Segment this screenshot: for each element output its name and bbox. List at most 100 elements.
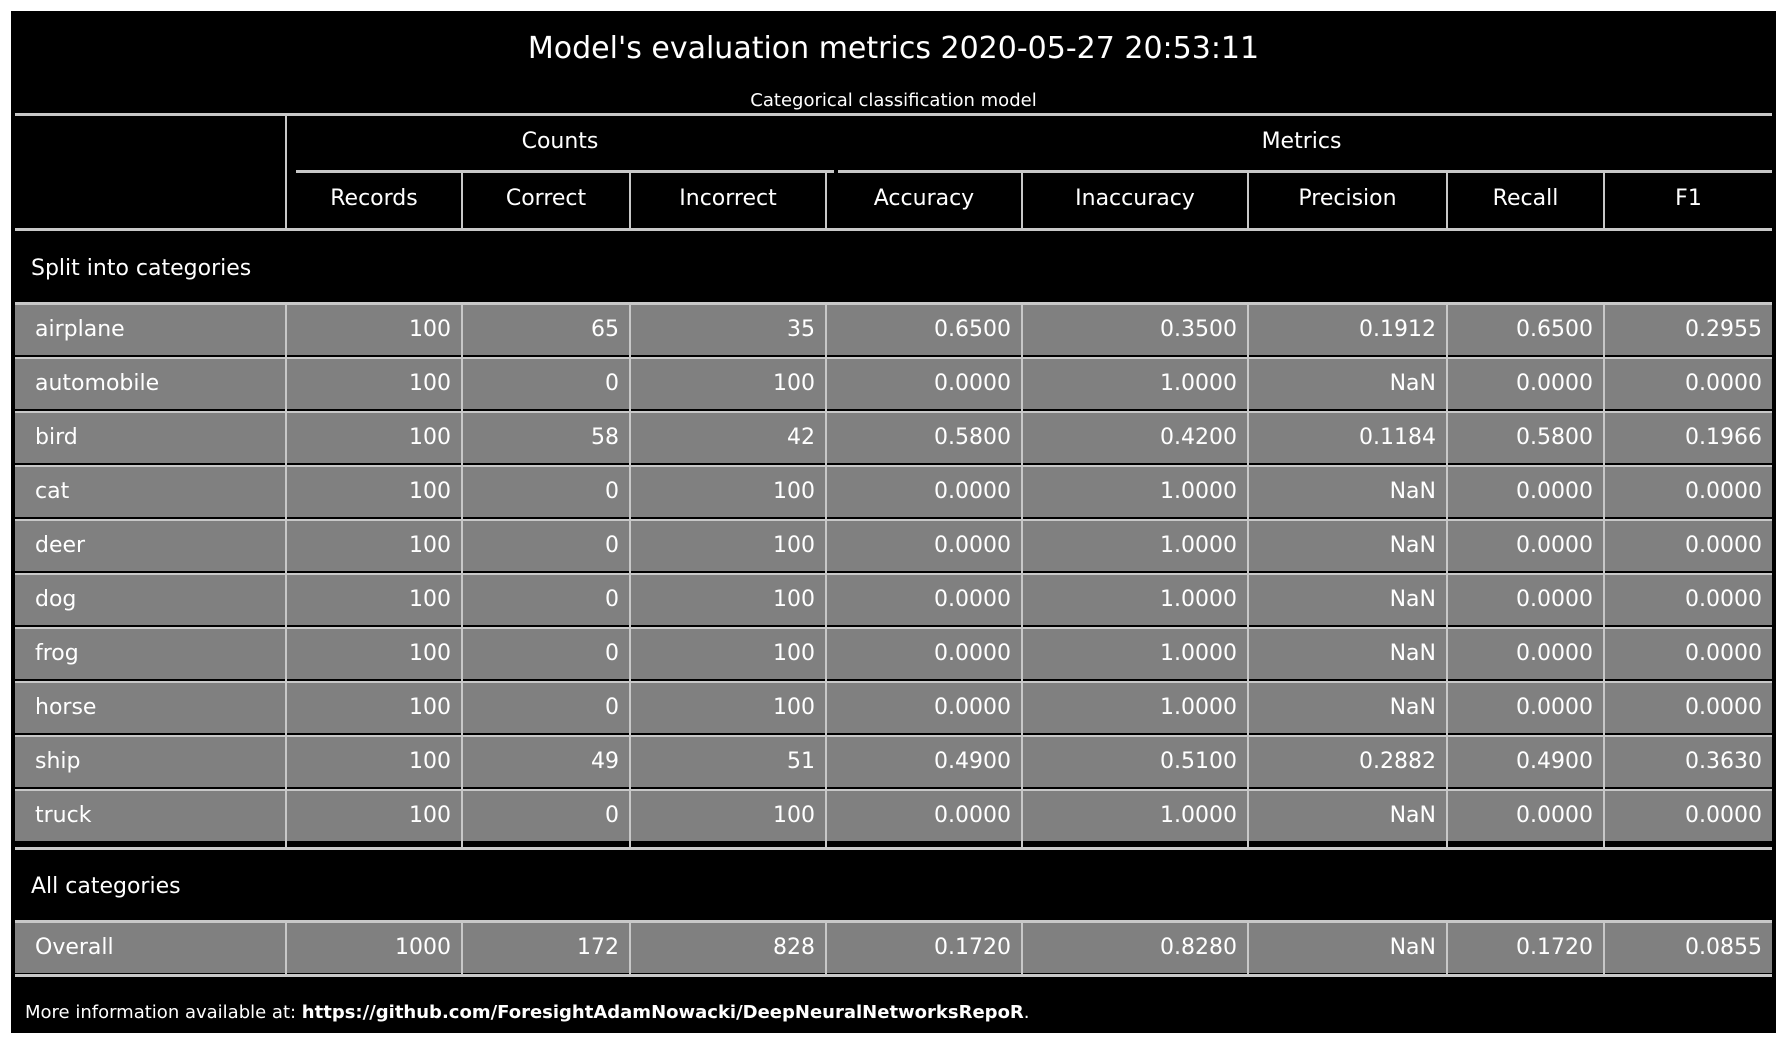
cell-correct: 49	[591, 749, 619, 774]
row-separator	[15, 411, 1772, 413]
report-frame: Model's evaluation metrics 2020-05-27 20…	[11, 11, 1776, 1033]
cell-accuracy: 0.1720	[934, 935, 1011, 960]
header-top-rule	[15, 113, 1772, 116]
cell-precision: NaN	[1389, 695, 1436, 720]
cell-precision: NaN	[1389, 479, 1436, 504]
categories-top-rule	[15, 302, 1772, 305]
cell-f1: 0.0855	[1685, 935, 1762, 960]
column-header-f1: F1	[1675, 186, 1702, 211]
cell-correct: 0	[605, 803, 619, 828]
cell-recall: 0.0000	[1516, 695, 1593, 720]
cell-records: 100	[409, 749, 451, 774]
cell-records: 100	[409, 641, 451, 666]
cell-f1: 0.1966	[1685, 425, 1762, 450]
column-header-records: Records	[330, 186, 418, 211]
table-row: airplane 100 65 35 0.6500 0.3500 0.1912 0.6500 0…	[15, 305, 1772, 355]
body-column-divider	[285, 305, 287, 847]
cell-inaccuracy: 1.0000	[1160, 803, 1237, 828]
cell-name: airplane	[35, 317, 125, 342]
overall-column-divider	[1021, 923, 1023, 974]
metrics-group-rule	[838, 170, 1772, 173]
header-column-divider	[629, 173, 631, 228]
cell-accuracy: 0.0000	[934, 803, 1011, 828]
cell-incorrect: 100	[773, 641, 815, 666]
header-column-divider	[1021, 173, 1023, 228]
footer: More information available at: https://g…	[25, 1001, 1030, 1025]
row-separator	[15, 573, 1772, 575]
cell-f1: 0.0000	[1685, 641, 1762, 666]
table-row: deer 100 0 100 0.0000 1.0000 NaN 0.0000 0.0000	[15, 521, 1772, 571]
cell-incorrect: 828	[773, 935, 815, 960]
cell-records: 100	[409, 371, 451, 396]
cell-inaccuracy: 0.8280	[1160, 935, 1237, 960]
row-separator	[15, 519, 1772, 521]
cell-records: 1000	[395, 935, 451, 960]
body-column-divider	[1446, 305, 1448, 847]
footer-prefix: More information available at:	[25, 1002, 302, 1023]
cell-f1: 0.3630	[1685, 749, 1762, 774]
header-bottom-rule	[15, 228, 1772, 231]
cell-recall: 0.0000	[1516, 641, 1593, 666]
cell-incorrect: 51	[787, 749, 815, 774]
cell-records: 100	[409, 803, 451, 828]
row-separator	[15, 627, 1772, 629]
cell-accuracy: 0.5800	[934, 425, 1011, 450]
row-separator	[15, 789, 1772, 791]
cell-precision: 0.2882	[1359, 749, 1436, 774]
body-column-divider	[825, 305, 827, 847]
overall-column-divider	[1446, 923, 1448, 974]
cell-correct: 0	[605, 371, 619, 396]
cell-precision: NaN	[1389, 371, 1436, 396]
cell-name: horse	[35, 695, 97, 720]
cell-accuracy: 0.0000	[934, 695, 1011, 720]
cell-incorrect: 100	[773, 371, 815, 396]
cell-accuracy: 0.0000	[934, 371, 1011, 396]
cell-recall: 0.0000	[1516, 533, 1593, 558]
cell-incorrect: 100	[773, 533, 815, 558]
table-row: dog 100 0 100 0.0000 1.0000 NaN 0.0000 0.0000	[15, 575, 1772, 625]
column-header-recall: Recall	[1492, 186, 1559, 211]
cell-inaccuracy: 1.0000	[1160, 533, 1237, 558]
overall-column-divider	[629, 923, 631, 974]
cell-correct: 0	[605, 479, 619, 504]
cell-f1: 0.0000	[1685, 533, 1762, 558]
column-header-accuracy: Accuracy	[873, 186, 975, 211]
column-header-correct: Correct	[505, 186, 587, 211]
cell-name: automobile	[35, 371, 160, 396]
table-row: automobile 100 0 100 0.0000 1.0000 NaN 0.0000 0.…	[15, 359, 1772, 409]
cell-incorrect: 100	[773, 587, 815, 612]
cell-inaccuracy: 1.0000	[1160, 371, 1237, 396]
cell-precision: 0.1184	[1359, 425, 1436, 450]
metrics-group-label: Metrics	[1261, 129, 1342, 154]
section-all-label: All categories	[31, 874, 181, 899]
table-row: horse 100 0 100 0.0000 1.0000 NaN 0.0000 0.0000	[15, 683, 1772, 733]
cell-inaccuracy: 1.0000	[1160, 479, 1237, 504]
cell-name: Overall	[35, 935, 114, 960]
cell-recall: 0.4900	[1516, 749, 1593, 774]
cell-correct: 0	[605, 641, 619, 666]
cell-recall: 0.0000	[1516, 371, 1593, 396]
repo-link[interactable]: https://github.com/ForesightAdamNowacki/…	[301, 1002, 1024, 1023]
cell-name: cat	[35, 479, 70, 504]
body-column-divider	[1021, 305, 1023, 847]
cell-records: 100	[409, 587, 451, 612]
body-column-divider	[629, 305, 631, 847]
footer-suffix: .	[1023, 1002, 1030, 1023]
body-column-divider	[461, 305, 463, 847]
cell-correct: 0	[605, 695, 619, 720]
cell-records: 100	[409, 317, 451, 342]
counts-group-rule	[296, 170, 834, 173]
cell-inaccuracy: 0.3500	[1160, 317, 1237, 342]
header-column-divider	[1603, 173, 1605, 228]
cell-recall: 0.0000	[1516, 587, 1593, 612]
header-column-divider	[1446, 173, 1448, 228]
cell-name: truck	[35, 803, 92, 828]
cell-records: 100	[409, 479, 451, 504]
cell-name: ship	[35, 749, 81, 774]
header-column-divider	[825, 173, 827, 228]
row-separator	[15, 357, 1772, 359]
cell-precision: NaN	[1389, 533, 1436, 558]
overall-column-divider	[825, 923, 827, 974]
cell-accuracy: 0.6500	[934, 317, 1011, 342]
cell-accuracy: 0.4900	[934, 749, 1011, 774]
